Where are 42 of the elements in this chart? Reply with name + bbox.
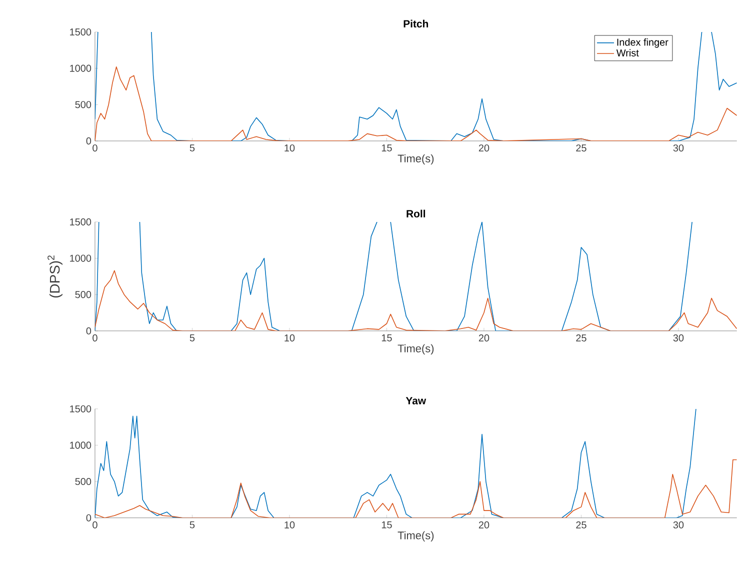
x-tick-label: 0 [92, 521, 98, 528]
x-tick-label: 25 [576, 144, 586, 152]
x-tick-label: 30 [673, 334, 684, 342]
x-tick-label: 25 [576, 521, 586, 528]
x-tick-label: 0 [92, 144, 98, 152]
chart-title: Yaw [406, 397, 426, 404]
x-tick-label: 10 [284, 144, 295, 152]
y-tick-label: 1000 [70, 254, 92, 262]
x-tick-label: 25 [576, 334, 586, 342]
y-tick-label: 500 [75, 478, 92, 486]
y-tick-label: 1500 [70, 218, 92, 226]
x-tick-label: 0 [92, 334, 98, 342]
y-tick-label: 0 [86, 138, 92, 145]
x-tick-label: 5 [190, 334, 195, 342]
y-tick-label: 1500 [70, 405, 92, 412]
chart-title: Roll [406, 210, 426, 218]
x-tick-label: 20 [478, 144, 490, 152]
y-tick-label: 500 [75, 291, 92, 298]
x-tick-label: 10 [284, 334, 295, 342]
y-tick-label: 1000 [70, 442, 92, 449]
x-tick-label: 5 [190, 144, 195, 152]
x-tick-label: 20 [478, 334, 490, 342]
legend-label: Wrist [616, 49, 639, 57]
x-axis-title: Time(s) [398, 154, 434, 165]
chart-title: Pitch [404, 20, 428, 28]
y-tick-label: 0 [86, 327, 92, 334]
x-tick-label: 15 [382, 334, 392, 342]
y-tick-label: 0 [86, 514, 92, 522]
x-tick-label: 20 [478, 521, 490, 528]
y-axis-title: (DPS)$^{2}$ [48, 256, 62, 298]
x-tick-label: 15 [382, 521, 392, 528]
y-tick-label: 500 [75, 101, 92, 108]
y-tick-label: 1000 [70, 64, 92, 72]
x-tick-label: 10 [284, 521, 295, 528]
x-axis-title: Time(s) [398, 344, 434, 355]
x-tick-label: 15 [382, 144, 392, 152]
x-tick-label: 30 [673, 521, 684, 528]
x-axis-title: Time(s) [398, 531, 434, 542]
legend-label: Index finger [617, 38, 668, 48]
x-tick-label: 5 [190, 521, 195, 528]
y-tick-label: 1500 [70, 28, 92, 36]
x-tick-label: 30 [673, 144, 684, 152]
